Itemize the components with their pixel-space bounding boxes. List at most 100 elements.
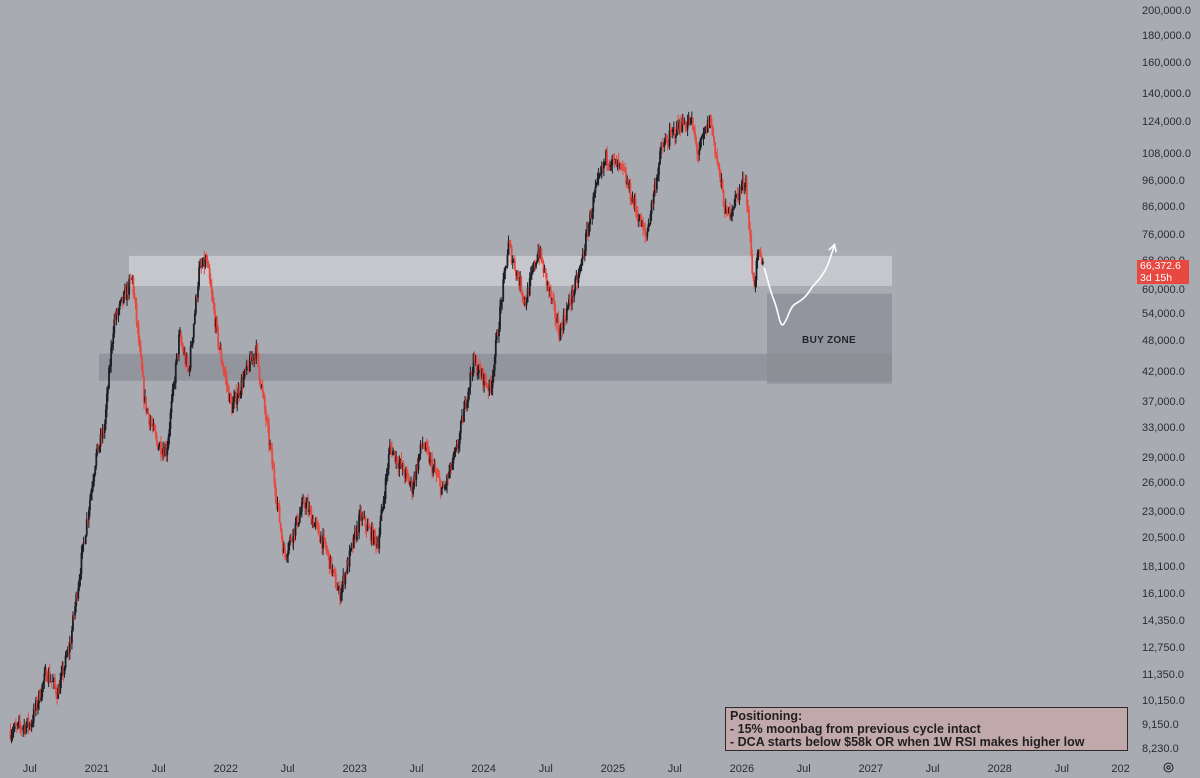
candle-body	[513, 260, 516, 271]
time-tick-label: 2024	[471, 763, 496, 775]
candle-body	[397, 464, 400, 469]
candle-body	[139, 346, 142, 357]
candle-body	[708, 115, 711, 129]
candle-body	[201, 265, 204, 267]
candle-body	[715, 154, 718, 156]
price-tick-label: 180,000.0	[1142, 29, 1191, 42]
candle-body	[56, 693, 58, 699]
candle-body	[473, 354, 476, 363]
candle-body	[447, 475, 450, 478]
price-tick-label: 20,500.0	[1142, 532, 1185, 545]
candle-body	[402, 463, 405, 474]
candle-body	[325, 545, 328, 551]
candle-body	[193, 313, 196, 324]
price-tick-label: 76,000.0	[1142, 229, 1185, 242]
candle-body	[352, 534, 355, 548]
candle-body	[272, 464, 275, 469]
candle-body	[221, 361, 224, 367]
candle-body	[216, 319, 218, 328]
candle-body	[18, 720, 20, 724]
time-tick-label: 2022	[213, 763, 238, 775]
candle-body	[612, 155, 615, 160]
candle-body	[12, 728, 15, 733]
candle-body	[15, 725, 18, 727]
candle-body	[457, 444, 460, 449]
candle-body	[705, 126, 708, 133]
candle-body	[316, 522, 319, 526]
candle-body	[446, 475, 448, 486]
candle-body	[436, 474, 439, 476]
candle-body	[41, 684, 44, 698]
candle-body	[310, 509, 313, 525]
candle-body	[737, 193, 740, 200]
candle-body	[578, 270, 581, 276]
candle-body	[409, 483, 411, 485]
candle-body	[102, 429, 105, 433]
candle-body	[377, 544, 380, 549]
candle-body	[299, 511, 302, 515]
candle-body	[340, 592, 342, 601]
candle-body	[607, 163, 610, 165]
candle-body	[589, 212, 592, 225]
candle-body	[720, 180, 723, 183]
candle-body	[590, 212, 593, 219]
candle-body	[40, 697, 43, 701]
candle-body	[505, 266, 508, 268]
candle-body	[579, 265, 582, 271]
candle-body	[253, 354, 256, 361]
candle-body	[669, 129, 672, 132]
candle-body	[730, 214, 732, 218]
price-axis[interactable]: 200,000.0 180,000.0 160,000.0 140,000.0 124,…	[1130, 0, 1200, 778]
candle-body	[471, 372, 474, 374]
candle-body	[228, 393, 231, 402]
candle-body	[572, 289, 575, 297]
candle-body	[236, 397, 239, 405]
candle-body	[161, 453, 163, 455]
candle-body	[49, 681, 52, 683]
candle-body	[176, 353, 179, 355]
candle-body	[220, 348, 223, 362]
candle-body	[384, 478, 387, 499]
candle-body	[749, 228, 752, 235]
candle-body	[99, 434, 102, 447]
candle-body	[38, 690, 40, 704]
price-chart[interactable]	[0, 0, 1130, 756]
candle-body	[520, 277, 523, 293]
candle-body	[678, 121, 681, 129]
candle-body	[57, 687, 60, 699]
candle-body	[482, 369, 484, 386]
gear-icon[interactable]	[1162, 761, 1175, 774]
candle-body	[686, 122, 689, 129]
candle-body	[317, 525, 320, 536]
candle-body	[403, 473, 406, 479]
time-tick-label: Jul	[925, 763, 940, 775]
candle-body	[105, 393, 108, 410]
candle-body	[25, 724, 28, 733]
price-tick-label: 108,000.0	[1142, 147, 1191, 160]
candle-body	[113, 319, 116, 334]
candle-body	[699, 140, 702, 150]
candle-body	[134, 297, 137, 304]
candle-body	[195, 296, 197, 314]
zone-buy-zone	[767, 293, 892, 384]
candle-body	[109, 365, 111, 368]
candle-body	[380, 509, 383, 521]
candle-body	[519, 277, 522, 286]
candle-body	[171, 389, 174, 401]
candle-body	[374, 530, 376, 538]
candle-body	[381, 507, 384, 510]
candle-body	[452, 454, 455, 464]
candle-body	[257, 353, 260, 367]
time-axis[interactable]: Jul 2021 Jul 2022 Jul 2023 Jul 2024 Jul 2025 Jul 20…	[0, 756, 1130, 778]
candle-body	[659, 151, 661, 164]
candle-body	[26, 718, 29, 725]
candle-body	[371, 526, 374, 544]
candle-body	[512, 260, 515, 262]
candle-body	[211, 294, 214, 302]
candle-body	[30, 723, 33, 728]
candle-body	[116, 310, 119, 315]
candle-body	[269, 444, 271, 446]
candle-body	[707, 119, 710, 129]
candle-body	[500, 301, 502, 307]
